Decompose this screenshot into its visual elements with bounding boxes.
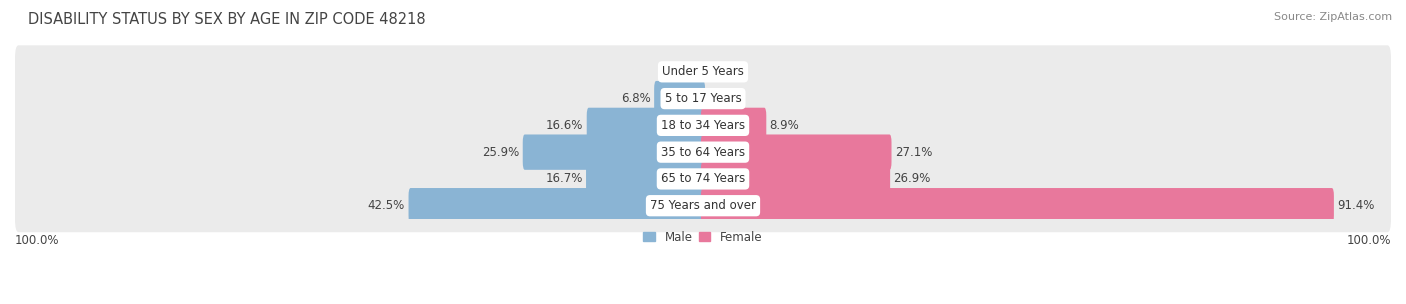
FancyBboxPatch shape <box>702 188 1334 223</box>
Text: 91.4%: 91.4% <box>1337 199 1375 212</box>
Text: 100.0%: 100.0% <box>15 234 59 247</box>
Text: 42.5%: 42.5% <box>368 199 405 212</box>
Text: 35 to 64 Years: 35 to 64 Years <box>661 146 745 159</box>
Text: 0.0%: 0.0% <box>664 65 693 78</box>
Text: 16.6%: 16.6% <box>546 119 583 132</box>
FancyBboxPatch shape <box>409 188 704 223</box>
Text: 100.0%: 100.0% <box>1347 234 1391 247</box>
Text: Source: ZipAtlas.com: Source: ZipAtlas.com <box>1274 12 1392 22</box>
FancyBboxPatch shape <box>15 126 1391 179</box>
Text: 18 to 34 Years: 18 to 34 Years <box>661 119 745 132</box>
FancyBboxPatch shape <box>702 108 766 143</box>
FancyBboxPatch shape <box>15 179 1391 232</box>
FancyBboxPatch shape <box>702 161 890 197</box>
Legend: Male, Female: Male, Female <box>638 226 768 249</box>
Text: 65 to 74 Years: 65 to 74 Years <box>661 172 745 185</box>
FancyBboxPatch shape <box>523 134 704 170</box>
FancyBboxPatch shape <box>15 99 1391 152</box>
Text: Under 5 Years: Under 5 Years <box>662 65 744 78</box>
Text: 6.8%: 6.8% <box>621 92 651 105</box>
FancyBboxPatch shape <box>15 152 1391 206</box>
FancyBboxPatch shape <box>586 161 704 197</box>
Text: 5 to 17 Years: 5 to 17 Years <box>665 92 741 105</box>
Text: 75 Years and over: 75 Years and over <box>650 199 756 212</box>
Text: 16.7%: 16.7% <box>546 172 582 185</box>
FancyBboxPatch shape <box>654 81 704 116</box>
Text: 0.0%: 0.0% <box>713 65 742 78</box>
FancyBboxPatch shape <box>702 134 891 170</box>
Text: 25.9%: 25.9% <box>482 146 519 159</box>
FancyBboxPatch shape <box>15 45 1391 98</box>
Text: 8.9%: 8.9% <box>769 119 800 132</box>
FancyBboxPatch shape <box>586 108 704 143</box>
Text: 26.9%: 26.9% <box>894 172 931 185</box>
Text: 0.0%: 0.0% <box>713 92 742 105</box>
Text: DISABILITY STATUS BY SEX BY AGE IN ZIP CODE 48218: DISABILITY STATUS BY SEX BY AGE IN ZIP C… <box>28 12 426 27</box>
FancyBboxPatch shape <box>15 72 1391 125</box>
Text: 27.1%: 27.1% <box>896 146 932 159</box>
